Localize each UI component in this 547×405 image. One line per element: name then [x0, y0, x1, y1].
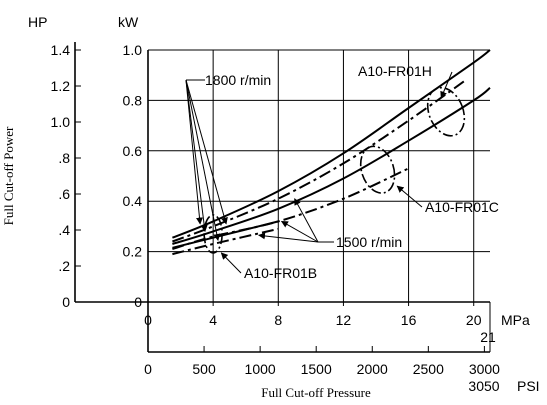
arrow-1800-d — [185, 79, 228, 225]
hp-tick-label: .4 — [58, 222, 70, 238]
arrow-1800-b — [185, 79, 208, 233]
annotation-1800-rmin: 1800 r/min — [205, 72, 271, 88]
arrow-fr01h — [440, 71, 453, 99]
psi-tick-label: 1500 — [301, 361, 332, 377]
series-line-a10-fr01c-1800 — [172, 87, 491, 245]
arrow-1500-c — [258, 232, 319, 243]
arrow-1800-c — [185, 79, 221, 241]
label-a10-fr01h: A10-FR01H — [358, 63, 432, 79]
psi-end-label: 3050 — [468, 378, 499, 394]
hp-tick-label: 1.2 — [51, 78, 71, 94]
series-line-a10-fr01h-1500 — [172, 79, 467, 243]
mpa-tick-label: 16 — [401, 312, 417, 328]
axes — [74, 42, 491, 353]
mpa-tick-label: 8 — [274, 312, 282, 328]
grid — [148, 49, 490, 302]
label-a10-fr01c: A10-FR01C — [425, 199, 499, 215]
hp-tick-label: 1.0 — [51, 114, 71, 130]
psi-tick-label: 500 — [192, 361, 216, 377]
hp-unit-label: HP — [28, 14, 47, 30]
arrow-fr01c — [396, 185, 423, 208]
series-line-a10-fr01b-1500 — [172, 227, 279, 256]
mpa-tick-label: 4 — [209, 312, 217, 328]
hp-tick-label: .8 — [58, 150, 70, 166]
arrow-fr01b — [220, 252, 242, 274]
psi-tick-label: 3000 — [469, 361, 500, 377]
arrow-1500-a — [294, 198, 319, 243]
psi-tick-label: 0 — [144, 361, 152, 377]
psi-tick-label: 1000 — [245, 361, 276, 377]
mpa-tick-label: 12 — [336, 312, 352, 328]
psi-tick-label: 2500 — [413, 361, 444, 377]
hp-tick-label: .2 — [58, 258, 70, 274]
annotation-1500-rmin: 1500 r/min — [336, 234, 402, 250]
hp-tick-label: .6 — [58, 186, 70, 202]
kw-tick-label: 0.4 — [123, 193, 143, 209]
series-line-a10-fr01h-1800 — [172, 49, 491, 239]
psi-tick-label: 2000 — [357, 361, 388, 377]
arrow-1500-b — [280, 220, 319, 243]
psi-unit-label: PSI — [517, 378, 540, 394]
callout-ellipse-fr01c — [359, 145, 396, 194]
mpa-tick-label: 20 — [466, 312, 482, 328]
arrow-1800-a — [185, 79, 203, 225]
labels: 0.2.4.6.81.01.21.400.20.40.60.81.00 4 8 12 1… — [1, 14, 540, 400]
kw-tick-label: 0.8 — [123, 92, 143, 108]
hp-tick-label: 0 — [62, 294, 70, 310]
kw-tick-label: 1.0 — [123, 42, 143, 58]
kw-unit-label: kW — [118, 14, 139, 30]
kw-tick-label: 0 — [134, 294, 142, 310]
callout-ellipse-fr01h — [426, 86, 466, 137]
mpa-tick-label: 0 — [144, 312, 152, 328]
kw-tick-label: 0.2 — [123, 244, 143, 260]
y-axis-title: Full Cut-off Power — [1, 126, 16, 225]
hp-tick-label: 1.4 — [51, 42, 71, 58]
callouts — [185, 71, 466, 274]
kw-tick-label: 0.6 — [123, 143, 143, 159]
label-a10-fr01b: A10-FR01B — [244, 265, 317, 281]
mpa-end-label: 21 — [480, 329, 496, 345]
series-lines — [172, 49, 491, 256]
series-line-a10-fr01b-1800 — [172, 220, 279, 249]
x-axis-title: Full Cut-off Pressure — [261, 385, 371, 400]
mpa-unit-label: MPa — [501, 312, 530, 328]
